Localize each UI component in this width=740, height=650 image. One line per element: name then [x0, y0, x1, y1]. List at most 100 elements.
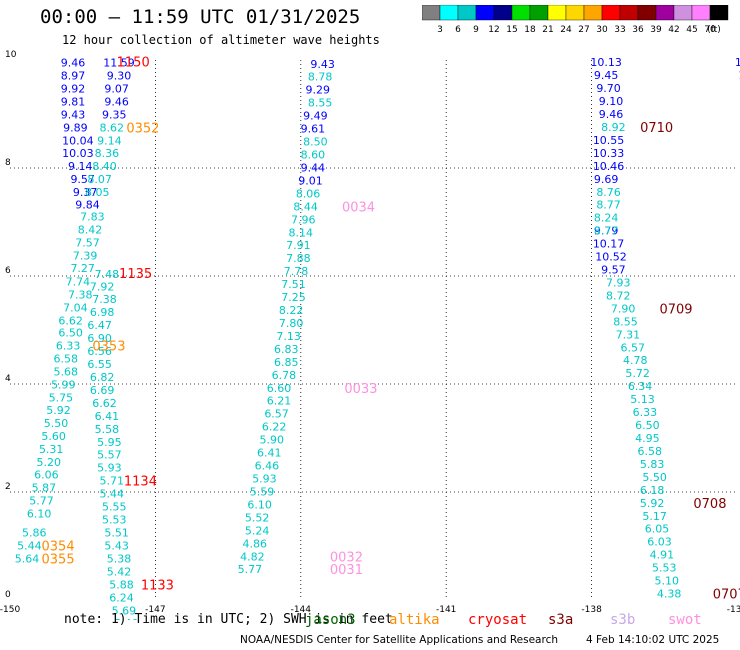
wave-height-value: 9.49 [303, 110, 328, 123]
wave-height-value: 6.24 [109, 591, 134, 604]
mission-swot: swot [668, 612, 702, 628]
wave-height-value: 6.33 [56, 340, 81, 353]
pass-time-label: 0031 [330, 563, 363, 578]
wave-height-value: 5.95 [97, 436, 122, 449]
pass-time-label: 0707 [713, 588, 740, 603]
wave-height-value: 8.50 [303, 136, 328, 149]
wave-height-value: 5.71 [100, 475, 125, 488]
legend-label: 21 [542, 25, 553, 35]
x-tick-label: -141 [436, 605, 456, 615]
legend-unit: (ft) [707, 25, 721, 35]
y-tick-label: 2 [5, 482, 11, 492]
wave-height-value: 4.91 [650, 549, 675, 562]
wave-height-value: 5.40 [114, 617, 139, 620]
wave-height-value: 10.55 [593, 134, 625, 147]
wave-height-value: 7.38 [68, 288, 93, 301]
wave-height-value: 5.68 [53, 366, 78, 379]
wave-height-value: 5.64 [15, 552, 40, 565]
wave-height-value: 7.25 [281, 291, 306, 304]
wave-height-value: 9.07 [104, 83, 129, 96]
wave-height-value: 7.13 [276, 330, 301, 343]
y-tick-label: 10 [5, 50, 17, 60]
wave-height-value: 9.46 [61, 57, 86, 70]
wave-height-value: 7.91 [286, 239, 311, 252]
wave-height-value: 5.90 [259, 434, 284, 447]
wave-height-value: 8.92 [601, 121, 626, 134]
wave-height-value: 5.59 [250, 485, 275, 498]
x-tick-label: -147 [145, 605, 165, 615]
wave-height-value: 5.93 [252, 473, 277, 486]
y-tick-label: 0 [5, 590, 11, 600]
wave-height-value: 10 [735, 56, 740, 69]
wave-height-value: 9.46 [104, 96, 129, 109]
wave-height-value: 6.69 [90, 384, 115, 397]
wave-height-value: 9.35 [102, 109, 127, 122]
pass-time-label: 0034 [342, 200, 375, 215]
chart-title: 00:00 – 11:59 UTC 01/31/2025 [40, 6, 361, 28]
wave-height-value: 7.74 [66, 275, 91, 288]
wave-height-value: 9.43 [310, 58, 335, 71]
wave-height-value: 6.83 [274, 343, 299, 356]
legend-label: 12 [488, 25, 499, 35]
legend-label: 27 [578, 25, 589, 35]
wave-height-value: 8.05 [85, 186, 110, 199]
mission-s3b: s3b [610, 612, 636, 628]
wave-height-value: 8.55 [308, 97, 333, 110]
wave-height-value: 4.95 [635, 432, 660, 445]
wave-height-value: 1 [738, 69, 740, 82]
wave-height-value: 10.46 [593, 160, 625, 173]
wave-height-value: 5.92 [640, 497, 665, 510]
mission-cryosat: cryosat [468, 612, 528, 628]
wave-height-value: 5.51 [104, 527, 129, 540]
wave-height-value: 5.50 [642, 471, 667, 484]
pass-time-label: 1150 [117, 56, 150, 71]
legend-label: 42 [668, 25, 679, 35]
pass-time-label: 0353 [92, 340, 125, 355]
wave-height-value: 9.14 [68, 160, 93, 173]
wave-height-value: 8.40 [92, 160, 117, 173]
wave-height-value: 5.86 [22, 527, 47, 540]
wave-height-value: 8.62 [100, 122, 125, 135]
wave-height-value: 6.98 [90, 306, 115, 319]
wave-height-value: 7.31 [616, 328, 641, 341]
wave-height-value: 8.97 [61, 70, 86, 83]
wave-height-value: 5.72 [625, 367, 650, 380]
legend-label: 30 [596, 25, 608, 35]
wave-height-value: 7.57 [75, 237, 100, 250]
legend-label: 36 [632, 25, 644, 35]
pass-time-label: 0710 [640, 121, 673, 136]
pass-time-label: 0355 [42, 552, 75, 567]
wave-height-value: 5.52 [245, 511, 270, 524]
wave-height-value: 9.61 [301, 123, 326, 136]
pass-time-label: 0708 [693, 497, 726, 512]
wave-height-value: 10.13 [590, 56, 622, 69]
wave-height-value: 9.44 [301, 161, 326, 174]
wave-height-value: 6.58 [53, 353, 78, 366]
x-tick-label: -138 [581, 605, 602, 615]
wave-height-value: 8.76 [596, 186, 621, 199]
wave-height-value: 5.77 [29, 495, 54, 508]
wave-height-value: 5.44 [100, 488, 125, 501]
wave-height-value: 10.04 [62, 134, 94, 147]
wave-height-value: 6.90 [87, 332, 112, 345]
wave-height-value: 8.77 [596, 199, 621, 212]
x-tick-label: -150 [0, 605, 20, 615]
legend-label: 33 [614, 25, 625, 35]
wave-height-value: 5.10 [654, 575, 679, 588]
color-scale-legend: 3 6 9 12 15 18 21 24 27 30 33 36 39 42 45 70(ft) [422, 5, 729, 35]
wave-height-value: 6.50 [635, 419, 660, 432]
wave-height-value: 10.03 [62, 147, 94, 160]
wave-height-value: 8.44 [293, 200, 318, 213]
wave-height-value: 8.07 [87, 173, 112, 186]
legend-swatch [709, 5, 729, 21]
wave-height-value: 8.72 [606, 289, 631, 302]
mission-altika: altika [389, 612, 440, 628]
wave-height-value: 7.27 [70, 262, 95, 275]
wave-height-value: 10.17 [593, 238, 625, 251]
wave-height-value: 5.50 [44, 417, 69, 430]
wave-height-value: 6.22 [262, 421, 287, 434]
pass-time-label: 1134 [124, 475, 157, 490]
wave-height-value: 9.69 [594, 173, 619, 186]
wave-height-value: 5.13 [630, 393, 655, 406]
wave-height-value: 6.10 [247, 498, 272, 511]
